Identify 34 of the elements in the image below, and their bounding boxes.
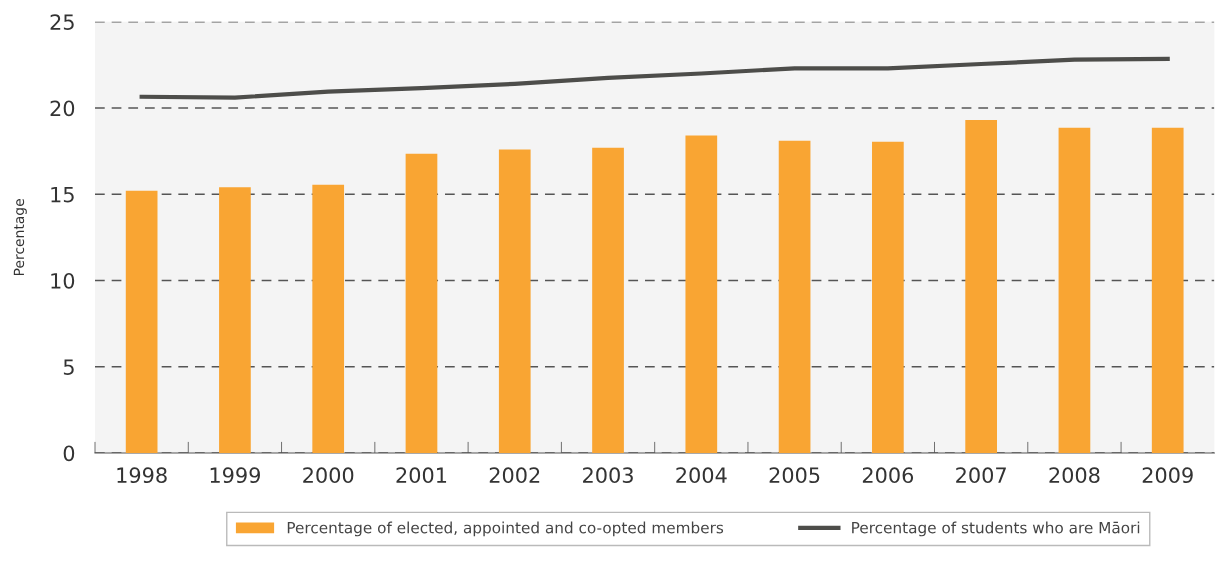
x-tick-label: 2005 <box>769 467 820 484</box>
bar <box>685 135 718 454</box>
bar <box>778 140 811 454</box>
y-tick-label: 25 <box>50 14 74 30</box>
y-tick-label: 15 <box>51 186 74 203</box>
y-tick-label: 10 <box>51 272 75 289</box>
bar <box>498 149 531 454</box>
bar <box>872 141 904 454</box>
legend-label: Percentage of elected, appointed and co-opted members <box>287 521 724 537</box>
bar <box>592 147 624 454</box>
x-tick-label: 1998 <box>117 467 167 484</box>
x-tick-label: 2003 <box>583 467 633 484</box>
bar <box>219 187 251 454</box>
x-tick-label: 1999 <box>210 467 260 484</box>
y-tick-label: 0 <box>63 445 75 462</box>
x-tick-label: 2009 <box>1142 467 1193 484</box>
line-series <box>139 56 1170 100</box>
x-tick-label: 2006 <box>862 467 914 484</box>
bar <box>125 190 158 454</box>
x-tick-label: 2001 <box>396 467 447 484</box>
bar <box>1151 127 1184 454</box>
x-tick-label: 2004 <box>676 467 727 484</box>
y-tick-label: 20 <box>50 100 75 117</box>
y-tick-label: 5 <box>63 359 74 375</box>
x-tick-label: 2002 <box>489 467 540 484</box>
x-tick-label: 2007 <box>956 467 1006 484</box>
y-axis-title: Percentage <box>13 199 27 276</box>
x-tick-label: 2008 <box>1049 467 1100 484</box>
x-tick-label: 2000 <box>303 467 354 484</box>
bar <box>312 184 345 454</box>
bar <box>965 120 998 454</box>
legend-label: Percentage of students who are Māori <box>852 521 1140 537</box>
bar <box>1058 127 1091 454</box>
bar <box>405 153 438 454</box>
